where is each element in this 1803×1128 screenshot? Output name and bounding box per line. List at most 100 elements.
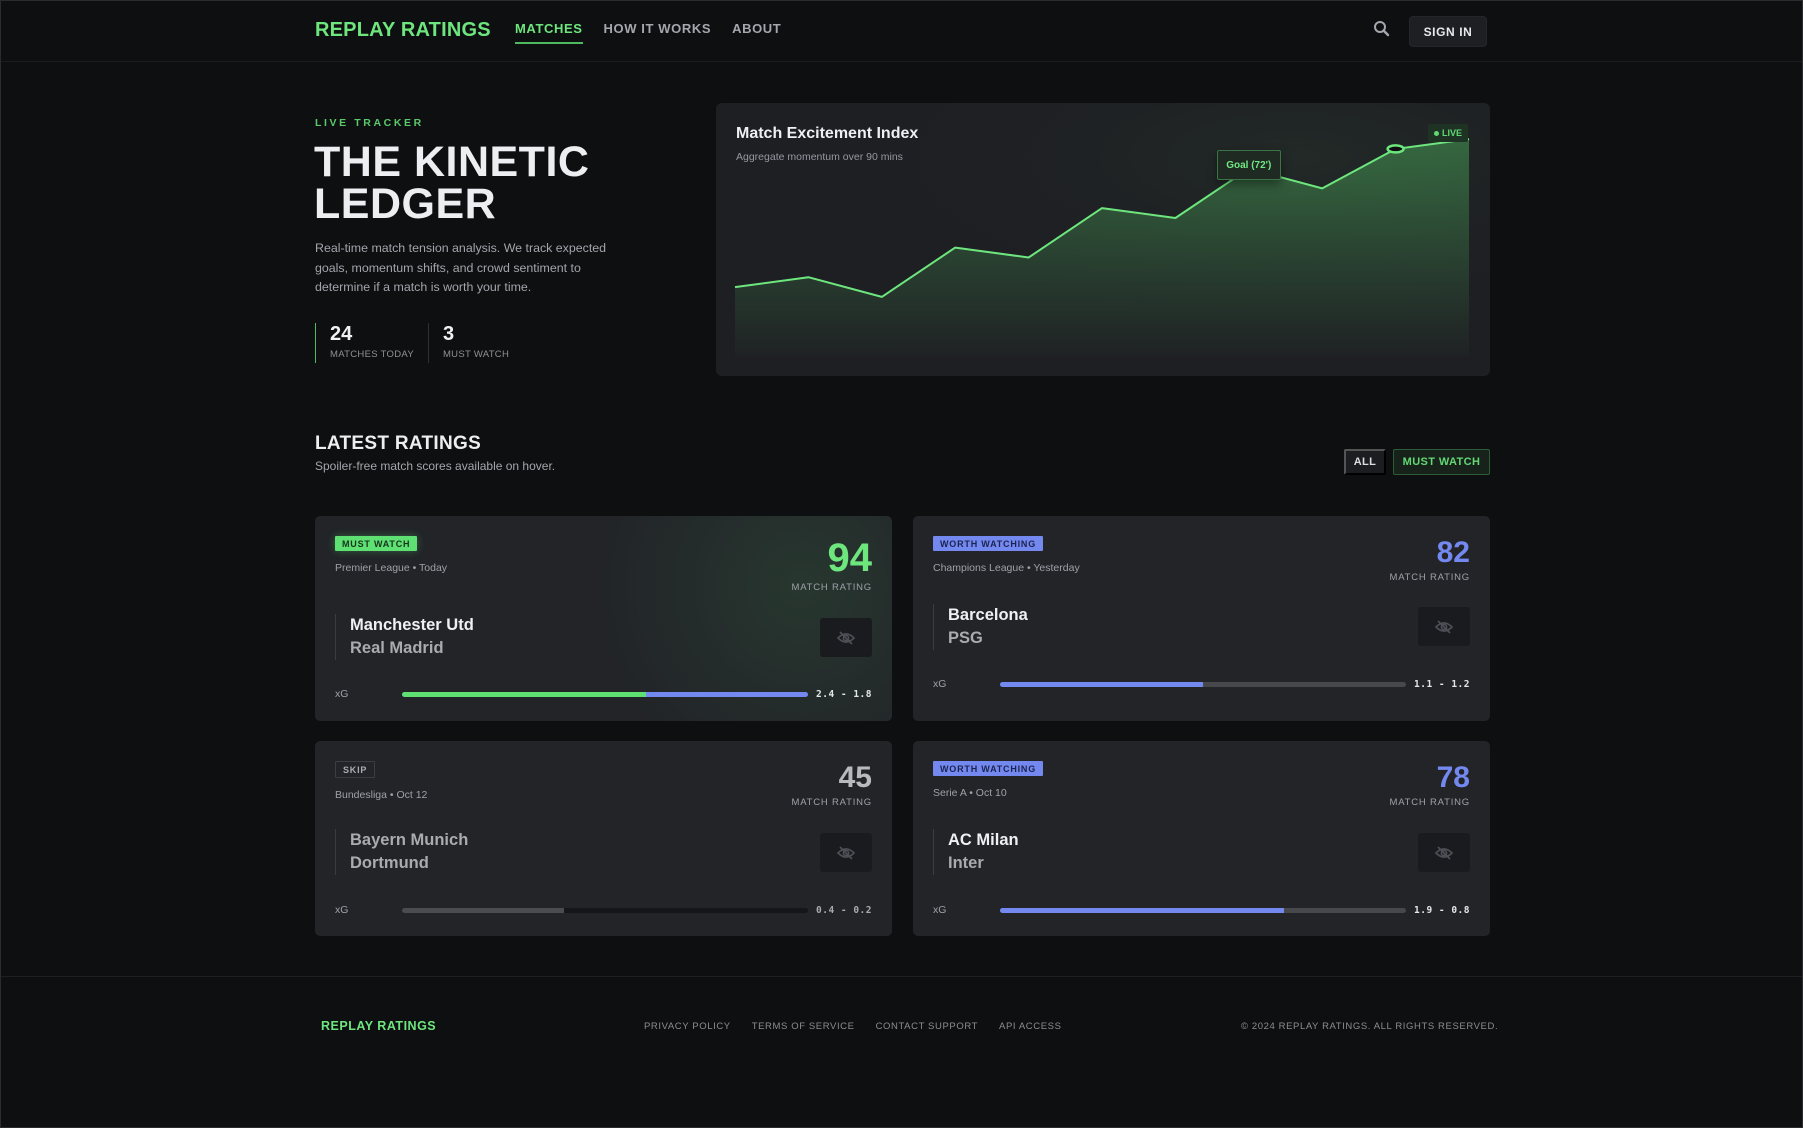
stat-label: MUST WATCH — [442, 349, 510, 360]
footer-link-privacy[interactable]: PRIVACY POLICY — [644, 1021, 731, 1032]
xg-bar — [1000, 908, 1406, 913]
section-title: LATEST RATINGS — [315, 433, 482, 454]
search-icon[interactable] — [1372, 19, 1392, 39]
team-away: Dortmund — [350, 854, 429, 872]
rating-label: MATCH RATING — [791, 797, 872, 808]
nav-link-how-it-works[interactable]: HOW IT WORKS — [603, 21, 712, 36]
reveal-score-button[interactable] — [1418, 833, 1470, 872]
rating-value: 94 — [827, 536, 873, 580]
match-card[interactable]: WORTH WATCHING Serie A • Oct 10 78 MATCH… — [913, 741, 1490, 936]
xg-bar — [402, 692, 808, 697]
hero-stats: 24 MATCHES TODAY 3 MUST WATCH — [315, 323, 523, 363]
reveal-score-button[interactable] — [820, 618, 872, 657]
excitement-chart-card: Match Excitement Index Aggregate momentu… — [716, 103, 1490, 376]
filter-all-button[interactable]: ALL — [1344, 449, 1386, 475]
chart-point-marker — [1386, 144, 1405, 154]
team-away: Real Madrid — [350, 639, 444, 657]
chart-line — [734, 138, 1470, 298]
rating-value: 78 — [1436, 761, 1470, 794]
team-home: Barcelona — [948, 606, 1028, 624]
teams: Barcelona PSG — [933, 604, 1028, 650]
hero-eyebrow: LIVE TRACKER — [315, 117, 424, 129]
xg-bar — [1000, 682, 1406, 687]
team-away: Inter — [948, 854, 984, 872]
hero-title-line-2: LEDGER — [314, 180, 497, 228]
xg-value: 0.4 - 0.2 — [816, 905, 872, 916]
chart-area — [735, 139, 1469, 356]
stat-value: 3 — [442, 323, 455, 345]
nav-link-matches[interactable]: MATCHES — [515, 21, 583, 44]
xg-value: 1.9 - 0.8 — [1414, 905, 1470, 916]
footer-link-terms[interactable]: TERMS OF SERVICE — [751, 1021, 855, 1032]
teams: AC Milan Inter — [933, 829, 1019, 875]
xg-label: xG — [933, 904, 947, 916]
live-label: LIVE — [1442, 128, 1463, 138]
filter-must-watch-button[interactable]: MUST WATCH — [1393, 449, 1490, 475]
footer-logo[interactable]: REPLAY RATINGS — [321, 1019, 437, 1033]
copyright: © 2024 REPLAY RATINGS. ALL RIGHTS RESERV… — [1241, 1021, 1499, 1032]
xg-label: xG — [933, 678, 947, 690]
rating-label: MATCH RATING — [791, 582, 872, 593]
footer-link-contact[interactable]: CONTACT SUPPORT — [875, 1021, 979, 1032]
status-badge: SKIP — [335, 761, 376, 778]
eye-off-icon — [836, 845, 856, 860]
xg-bar — [402, 908, 808, 913]
match-rating: 45 MATCH RATING — [791, 761, 873, 809]
rating-value: 82 — [1436, 536, 1470, 569]
match-meta: Champions League • Yesterday — [933, 562, 1080, 574]
xg-home-segment — [402, 908, 565, 913]
goal-annotation: Goal (72') — [1216, 150, 1281, 180]
stat-must-watch: 3 MUST WATCH — [427, 323, 523, 363]
match-card[interactable]: MUST WATCH Premier League • Today 94 MAT… — [315, 516, 892, 721]
team-away: PSG — [948, 629, 983, 647]
stat-value: 24 — [330, 323, 353, 345]
rating-label: MATCH RATING — [1389, 797, 1470, 808]
section-subtitle: Spoiler-free match scores available on h… — [315, 459, 556, 473]
reveal-score-button[interactable] — [820, 833, 872, 872]
xg-label: xG — [335, 688, 349, 700]
eye-off-icon — [836, 630, 856, 645]
live-badge: LIVE — [1428, 124, 1469, 142]
team-home: Manchester Utd — [350, 616, 474, 634]
rating-value: 45 — [838, 761, 872, 794]
eye-off-icon — [1434, 845, 1454, 860]
eye-off-icon — [1434, 619, 1454, 634]
nav-link-about[interactable]: ABOUT — [732, 21, 782, 36]
teams: Bayern Munich Dortmund — [335, 829, 468, 875]
match-rating: 94 MATCH RATING — [792, 538, 873, 593]
stat-matches-today: 24 MATCHES TODAY — [315, 323, 428, 363]
nav-links: MATCHES HOW IT WORKS ABOUT — [515, 21, 802, 44]
excitement-area-chart — [716, 103, 1490, 376]
rating-label: MATCH RATING — [1389, 572, 1470, 583]
match-rating: 82 MATCH RATING — [1389, 536, 1471, 584]
status-badge: MUST WATCH — [335, 536, 418, 551]
top-nav: REPLAY RATINGS MATCHES HOW IT WORKS ABOU… — [1, 1, 1802, 62]
chart-subtitle: Aggregate momentum over 90 mins — [736, 151, 903, 163]
xg-home-segment — [402, 692, 646, 697]
chart-title: Match Excitement Index — [736, 125, 919, 142]
reveal-score-button[interactable] — [1418, 607, 1470, 646]
xg-label: xG — [335, 904, 349, 916]
logo[interactable]: REPLAY RATINGS — [315, 19, 491, 41]
team-home: AC Milan — [948, 831, 1019, 849]
xg-home-segment — [1000, 908, 1285, 913]
footer-links: PRIVACY POLICY TERMS OF SERVICE CONTACT … — [644, 1021, 1083, 1032]
stat-label: MATCHES TODAY — [330, 349, 414, 360]
teams: Manchester Utd Real Madrid — [335, 614, 474, 660]
match-meta: Premier League • Today — [335, 562, 448, 574]
xg-value: 2.4 - 1.8 — [816, 689, 872, 700]
xg-away-segment — [645, 692, 808, 697]
sign-in-button[interactable]: SIGN IN — [1409, 16, 1487, 47]
footer: REPLAY RATINGS PRIVACY POLICY TERMS OF S… — [1, 976, 1802, 1128]
status-badge: WORTH WATCHING — [933, 761, 1044, 776]
footer-link-api[interactable]: API ACCESS — [999, 1021, 1062, 1032]
xg-value: 1.1 - 1.2 — [1414, 679, 1470, 690]
hero-title-line-1: THE KINETIC — [314, 138, 590, 186]
xg-home-segment — [1000, 682, 1203, 687]
match-card[interactable]: WORTH WATCHING Champions League • Yester… — [913, 516, 1490, 721]
match-card[interactable]: SKIP Bundesliga • Oct 12 45 MATCH RATING… — [315, 741, 892, 936]
match-meta: Bundesliga • Oct 12 — [335, 789, 428, 801]
team-home: Bayern Munich — [350, 831, 469, 849]
hero-title: THE KINETIC LEDGER — [314, 138, 674, 228]
live-dot-icon — [1434, 130, 1439, 136]
